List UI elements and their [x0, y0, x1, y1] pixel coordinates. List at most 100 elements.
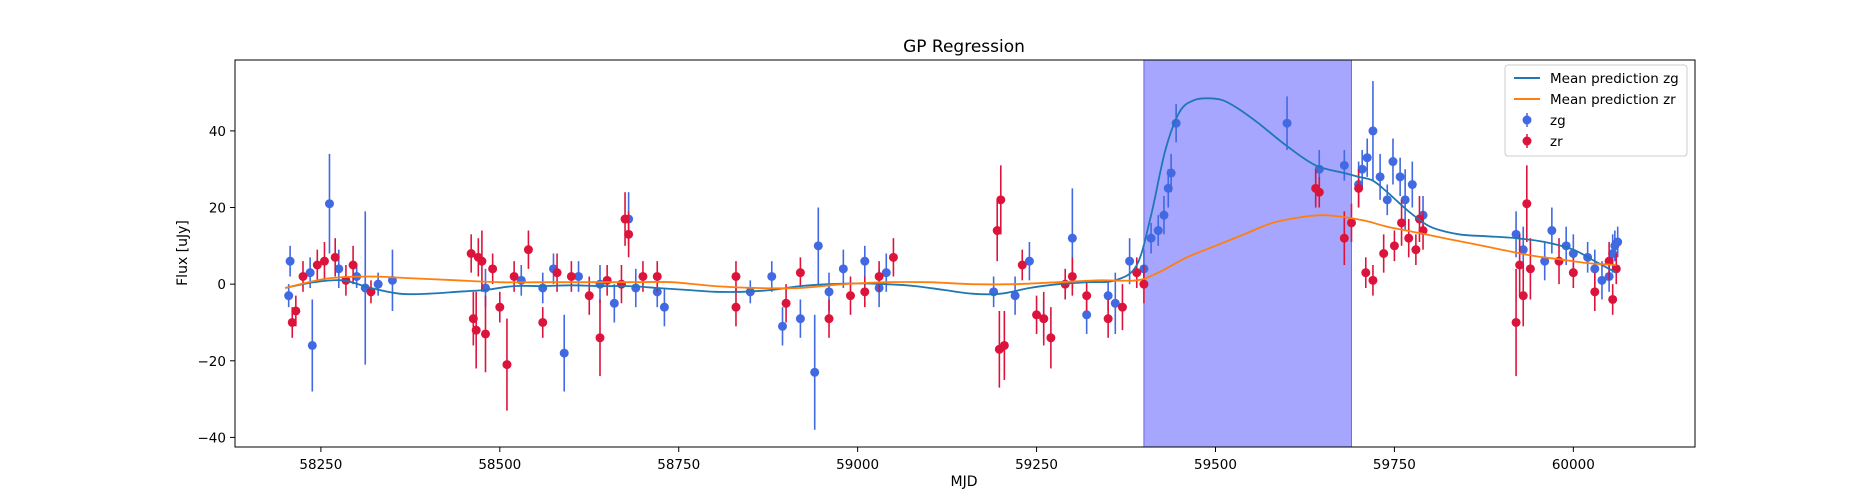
point-zr-5	[331, 253, 340, 262]
point-zg-0	[284, 291, 293, 300]
point-zg-49	[1283, 119, 1292, 128]
point-zg-44	[1154, 226, 1163, 235]
point-zr-71	[1519, 291, 1528, 300]
point-zg-56	[1376, 172, 1385, 181]
point-zr-59	[1354, 184, 1363, 193]
point-zg-61	[1408, 180, 1417, 189]
y-axis-label: Flux [uJy]	[175, 220, 191, 286]
highlight-span	[1144, 60, 1352, 447]
point-zr-61	[1368, 276, 1377, 285]
point-zg-51	[1340, 161, 1349, 170]
point-zg-57	[1383, 195, 1392, 204]
x-tick-label-59750: 59750	[1373, 457, 1416, 473]
chart-title: GP Regression	[903, 37, 1025, 57]
point-zr-19	[524, 245, 533, 254]
point-zr-33	[782, 299, 791, 308]
point-zr-42	[996, 195, 1005, 204]
x-tick-label-59250: 59250	[1015, 457, 1058, 473]
point-zr-75	[1569, 268, 1578, 277]
point-zr-58	[1347, 218, 1356, 227]
point-zg-25	[796, 314, 805, 323]
point-zr-2	[298, 272, 307, 281]
point-zr-47	[1046, 333, 1055, 342]
point-zr-73	[1526, 264, 1535, 273]
point-zg-3	[308, 341, 317, 350]
point-zg-47	[1167, 169, 1176, 178]
x-tick-label-59000: 59000	[836, 457, 879, 473]
point-zg-59	[1396, 172, 1405, 181]
point-zg-70	[1590, 264, 1599, 273]
point-zg-1	[286, 257, 295, 266]
point-zr-46	[1039, 314, 1048, 323]
x-tick-label-59500: 59500	[1194, 457, 1237, 473]
point-zr-23	[585, 291, 594, 300]
legend-label-zg-mean: Mean prediction zg	[1550, 71, 1679, 87]
y-tick-label--20: −20	[198, 354, 227, 370]
point-zg-8	[374, 280, 383, 289]
point-zr-4	[320, 257, 329, 266]
point-zr-21	[553, 268, 562, 277]
point-zr-13	[477, 257, 486, 266]
point-zr-26	[617, 280, 626, 289]
point-zg-4	[325, 199, 334, 208]
point-zr-49	[1068, 272, 1077, 281]
point-zg-66	[1547, 226, 1556, 235]
legend-marker-zr	[1523, 137, 1532, 146]
point-zr-72	[1522, 199, 1531, 208]
point-zg-55	[1368, 126, 1377, 135]
point-zg-12	[538, 283, 547, 292]
point-zg-14	[560, 349, 569, 358]
point-zg-41	[1125, 257, 1134, 266]
point-zg-75	[1613, 238, 1622, 247]
point-zr-39	[889, 253, 898, 262]
point-zr-76	[1590, 287, 1599, 296]
point-zg-29	[839, 264, 848, 273]
legend-label-zr-data: zr	[1550, 134, 1563, 150]
point-zg-28	[825, 287, 834, 296]
point-zr-15	[488, 264, 497, 273]
point-zr-64	[1397, 218, 1406, 227]
y-tick-label-40: 40	[209, 124, 226, 140]
point-zg-30	[860, 257, 869, 266]
point-zr-43	[1000, 341, 1009, 350]
point-zg-37	[1068, 234, 1077, 243]
point-zr-18	[510, 272, 519, 281]
point-zr-35	[825, 314, 834, 323]
point-zr-62	[1379, 249, 1388, 258]
point-zr-60	[1361, 268, 1370, 277]
point-zg-21	[660, 303, 669, 312]
point-zr-69	[1512, 318, 1521, 327]
point-zr-25	[603, 276, 612, 285]
point-zr-51	[1104, 314, 1113, 323]
point-zr-1	[291, 306, 300, 315]
point-zr-22	[567, 272, 576, 281]
y-tick-label-20: 20	[209, 201, 226, 217]
point-zg-54	[1363, 153, 1372, 162]
legend-label-zr-mean: Mean prediction zr	[1550, 92, 1676, 108]
point-zr-54	[1139, 280, 1148, 289]
point-zr-30	[653, 272, 662, 281]
x-tick-label-60000: 60000	[1552, 457, 1595, 473]
legend-label-zg-data: zg	[1550, 113, 1566, 129]
point-zg-58	[1388, 157, 1397, 166]
point-zg-39	[1104, 291, 1113, 300]
point-zg-26	[810, 368, 819, 377]
x-tick-label-58250: 58250	[299, 457, 342, 473]
point-zr-31	[731, 303, 740, 312]
point-zr-50	[1082, 291, 1091, 300]
point-zr-32	[731, 272, 740, 281]
point-zr-44	[1018, 260, 1027, 269]
y-tick-label--40: −40	[198, 430, 227, 446]
point-zr-63	[1390, 241, 1399, 250]
point-zr-24	[596, 333, 605, 342]
legend-marker-zg	[1523, 116, 1532, 125]
point-zr-56	[1315, 188, 1324, 197]
point-zg-24	[778, 322, 787, 331]
point-zg-17	[610, 299, 619, 308]
point-zr-52	[1118, 303, 1127, 312]
point-zg-45	[1159, 211, 1168, 220]
point-zr-37	[860, 287, 869, 296]
point-zr-20	[538, 318, 547, 327]
point-zg-27	[814, 241, 823, 250]
